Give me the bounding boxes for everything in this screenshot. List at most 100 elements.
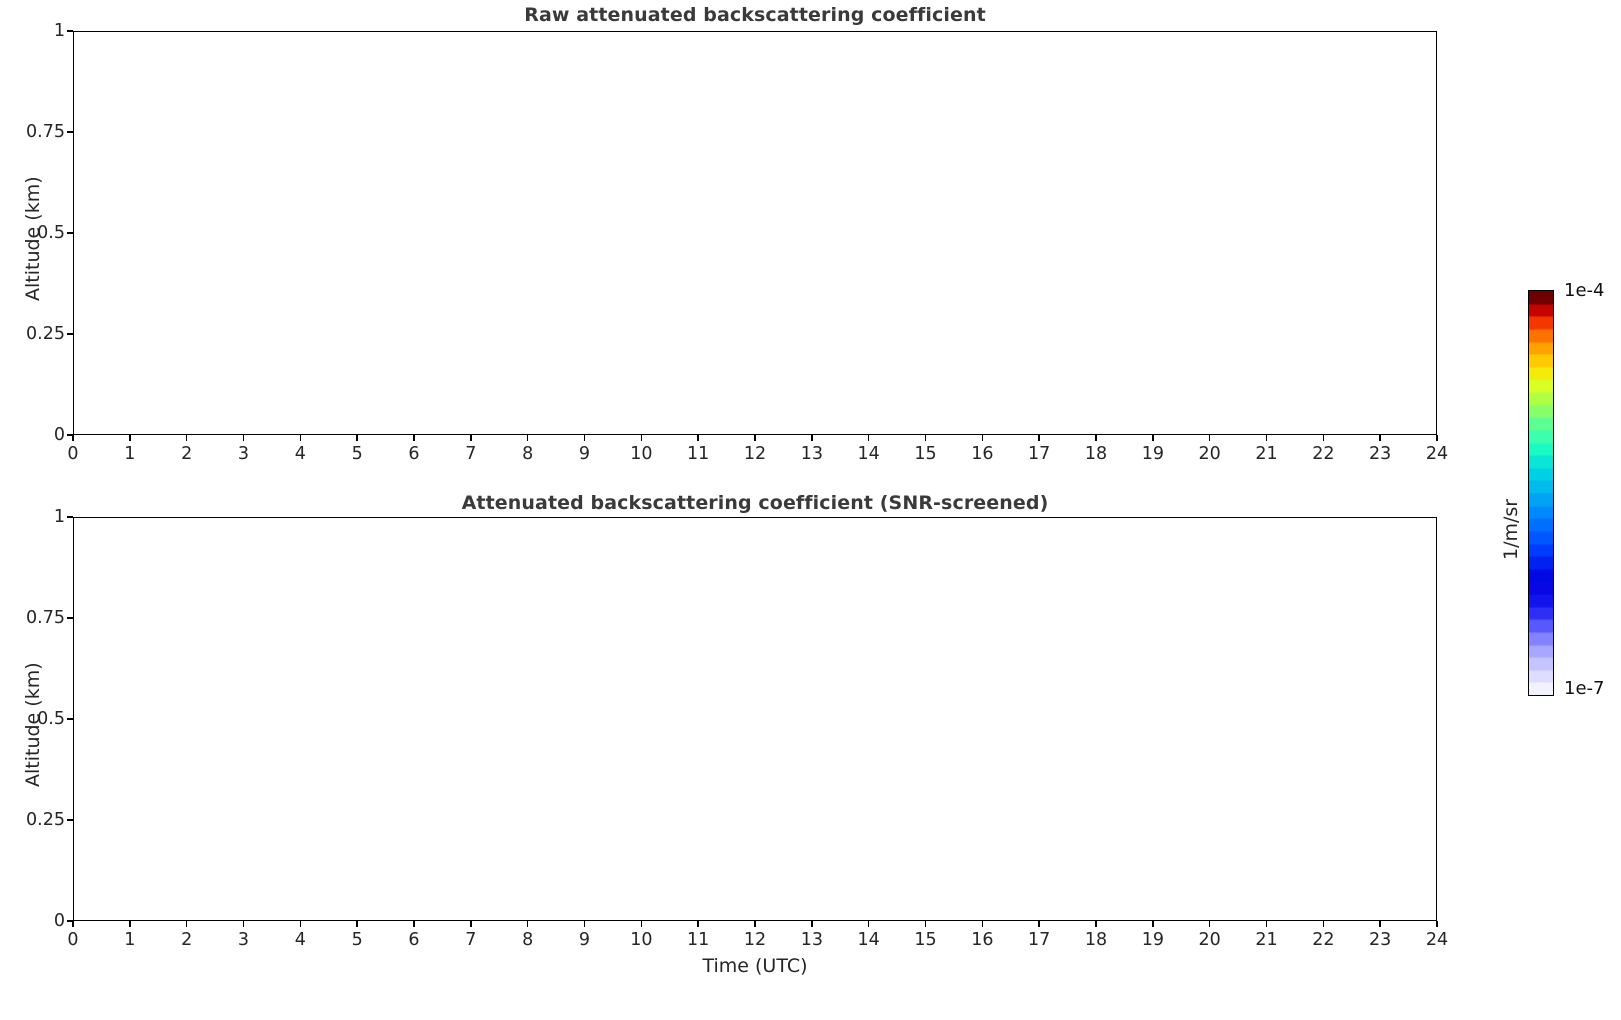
x-tickmark [242, 921, 245, 927]
panel-frame-raw [73, 31, 1437, 435]
x-tick-label-23: 23 [1369, 930, 1392, 950]
x-tick-label-0: 0 [67, 444, 79, 464]
x-axis-title: Time (UTC) [702, 955, 808, 977]
x-tick-label-4: 4 [294, 444, 306, 464]
x-tick-label-20: 20 [1198, 930, 1221, 950]
colorbar-min-label: 1e-7 [1564, 678, 1605, 699]
x-tickmark [1265, 921, 1268, 927]
y-tickmark [67, 232, 73, 234]
x-tickmark [1322, 435, 1325, 441]
x-tickmark [72, 435, 74, 441]
panel-title-raw: Raw attenuated backscattering coefficien… [524, 4, 986, 26]
x-tickmark [185, 921, 188, 927]
x-tick-label-5: 5 [351, 444, 363, 464]
x-tickmark [811, 435, 813, 441]
colorbar-gradient [1528, 290, 1554, 696]
x-tickmark [413, 435, 415, 441]
x-tickmark [1038, 921, 1040, 927]
x-tickmark [640, 435, 643, 441]
x-tick-label-12: 12 [743, 930, 767, 950]
y-tickmark [67, 516, 73, 518]
x-tickmark [867, 435, 870, 441]
y-tick-label-0: 0 [53, 911, 65, 931]
x-tick-label-19: 19 [1141, 930, 1164, 950]
y-tickmark [67, 30, 73, 32]
x-tickmark [242, 435, 245, 441]
y-tickmark [67, 333, 73, 335]
x-tick-label-21: 21 [1255, 444, 1278, 464]
x-tickmark [1436, 921, 1438, 927]
panel-frame-screened [73, 517, 1437, 921]
x-tick-label-23: 23 [1369, 444, 1392, 464]
x-tick-label-19: 19 [1141, 444, 1164, 464]
y-tick-label-0.5: 0.5 [37, 223, 65, 243]
x-tick-label-9: 9 [578, 930, 591, 950]
x-tickmark [356, 435, 358, 441]
y-axis-title-screened: Altitude (km) [22, 662, 44, 787]
x-tick-label-22: 22 [1312, 444, 1335, 464]
x-tick-label-3: 3 [237, 444, 250, 464]
x-tickmark [924, 921, 927, 927]
x-tickmark [129, 921, 131, 927]
x-tickmark [1436, 435, 1438, 441]
x-tick-label-1: 1 [124, 930, 136, 950]
x-tick-label-7: 7 [465, 930, 477, 950]
x-tick-label-14: 14 [857, 930, 880, 950]
x-tickmark [1038, 435, 1040, 441]
x-tickmark [1095, 435, 1097, 441]
x-tickmark [1152, 921, 1154, 927]
colorbar-unit-label: 1/m/sr [1500, 498, 1522, 560]
colorbar-max-label: 1e-4 [1564, 280, 1605, 301]
x-tickmark [981, 921, 984, 927]
x-tick-label-13: 13 [800, 930, 823, 950]
x-tick-label-16: 16 [971, 930, 994, 950]
y-axis-title-raw: Altitude (km) [22, 176, 44, 301]
x-tick-label-22: 22 [1312, 930, 1335, 950]
x-tick-label-10: 10 [630, 444, 653, 464]
x-tick-label-6: 6 [408, 930, 420, 950]
x-tickmark [1208, 435, 1211, 441]
x-tickmark [129, 435, 131, 441]
y-tickmark [67, 819, 73, 821]
x-tickmark [640, 921, 643, 927]
heatmap-panel-screened[interactable] [73, 517, 1437, 921]
x-tick-label-13: 13 [800, 444, 823, 464]
x-tickmark [924, 435, 927, 441]
x-tickmark [583, 435, 586, 441]
x-tickmark [356, 921, 358, 927]
x-tickmark [1208, 921, 1211, 927]
x-tick-label-24: 24 [1425, 930, 1449, 950]
x-tickmark [526, 435, 529, 441]
x-tickmark [697, 435, 699, 441]
x-tick-label-2: 2 [181, 930, 193, 950]
x-tick-label-8: 8 [522, 930, 534, 950]
x-tick-label-8: 8 [522, 444, 534, 464]
x-tick-label-4: 4 [294, 930, 306, 950]
x-tick-label-21: 21 [1255, 930, 1278, 950]
x-tick-label-18: 18 [1084, 930, 1108, 950]
x-tick-label-12: 12 [743, 444, 767, 464]
x-tickmark [526, 921, 529, 927]
x-tickmark [1095, 921, 1097, 927]
x-tickmark [1265, 435, 1268, 441]
x-tick-label-5: 5 [351, 930, 363, 950]
y-tick-label-0.75: 0.75 [26, 608, 65, 628]
heatmap-panel-raw[interactable] [73, 31, 1437, 435]
x-tickmark [583, 921, 586, 927]
x-tickmark [754, 435, 756, 441]
x-tickmark [185, 435, 188, 441]
x-tick-label-11: 11 [687, 930, 710, 950]
y-tickmark [67, 617, 73, 619]
x-tickmark [1152, 435, 1154, 441]
x-tick-label-17: 17 [1028, 444, 1051, 464]
y-tick-label-0.75: 0.75 [26, 122, 65, 142]
x-tick-label-15: 15 [914, 444, 937, 464]
x-tick-label-16: 16 [971, 444, 994, 464]
x-tickmark [1379, 921, 1381, 927]
y-tickmark [67, 434, 73, 436]
x-tickmark [981, 435, 984, 441]
x-tickmark [470, 435, 472, 441]
x-tick-label-2: 2 [181, 444, 193, 464]
x-tick-label-20: 20 [1198, 444, 1221, 464]
y-tickmark [67, 718, 73, 720]
